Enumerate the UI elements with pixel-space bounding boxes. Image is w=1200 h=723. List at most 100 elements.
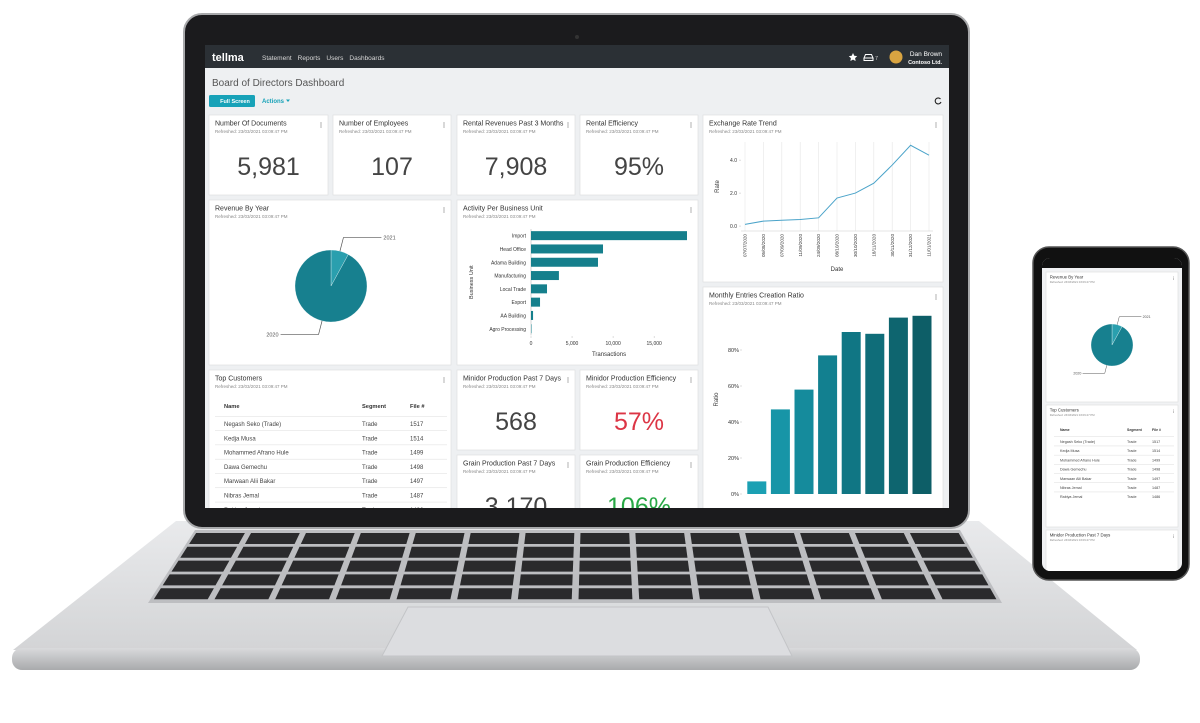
key[interactable] bbox=[635, 533, 686, 544]
key[interactable] bbox=[288, 560, 345, 572]
trackpad[interactable] bbox=[381, 606, 793, 657]
actions-button[interactable]: Actions bbox=[262, 99, 285, 105]
key[interactable] bbox=[400, 574, 456, 586]
menu-dot[interactable] bbox=[567, 379, 569, 381]
key[interactable] bbox=[751, 560, 806, 572]
key[interactable] bbox=[808, 560, 865, 572]
key[interactable] bbox=[300, 533, 355, 544]
key[interactable] bbox=[754, 574, 811, 586]
menu-dot[interactable] bbox=[690, 122, 692, 124]
menu-dot[interactable] bbox=[690, 377, 692, 379]
menu-dot[interactable] bbox=[690, 209, 692, 211]
menu-dot[interactable] bbox=[567, 381, 569, 383]
menu-item[interactable]: Reports bbox=[298, 55, 322, 62]
menu-dot[interactable] bbox=[567, 122, 569, 124]
menu-item[interactable]: Statement bbox=[262, 55, 292, 62]
key[interactable] bbox=[804, 546, 859, 558]
key[interactable] bbox=[937, 588, 997, 600]
menu-dot[interactable] bbox=[443, 207, 445, 209]
key[interactable] bbox=[916, 546, 973, 558]
key[interactable] bbox=[636, 560, 690, 572]
key[interactable] bbox=[757, 588, 815, 600]
key[interactable] bbox=[171, 560, 230, 572]
key[interactable] bbox=[457, 588, 513, 600]
menu-dot[interactable] bbox=[690, 462, 692, 464]
key[interactable] bbox=[229, 560, 287, 572]
inbox-icon[interactable] bbox=[863, 54, 874, 61]
key[interactable] bbox=[637, 574, 692, 586]
key[interactable] bbox=[930, 574, 989, 586]
key[interactable] bbox=[519, 574, 573, 586]
key[interactable] bbox=[638, 588, 694, 600]
menu-dot[interactable] bbox=[690, 381, 692, 383]
key[interactable] bbox=[162, 574, 222, 586]
menu-dot[interactable] bbox=[690, 126, 692, 128]
key[interactable] bbox=[275, 588, 334, 600]
key[interactable] bbox=[465, 546, 518, 558]
key[interactable] bbox=[748, 546, 802, 558]
menu-dot[interactable] bbox=[1173, 277, 1175, 279]
key[interactable] bbox=[189, 533, 245, 544]
key[interactable] bbox=[696, 574, 751, 586]
menu-dot[interactable] bbox=[690, 124, 692, 126]
key[interactable] bbox=[180, 546, 238, 558]
menu-dot[interactable] bbox=[567, 126, 569, 128]
key[interactable] bbox=[462, 560, 516, 572]
avatar[interactable] bbox=[889, 50, 903, 64]
key[interactable] bbox=[860, 546, 916, 558]
key[interactable] bbox=[244, 533, 300, 544]
key[interactable] bbox=[335, 588, 394, 600]
key[interactable] bbox=[522, 546, 574, 558]
key[interactable] bbox=[404, 560, 459, 572]
key[interactable] bbox=[341, 574, 398, 586]
menu-dot[interactable] bbox=[935, 294, 937, 296]
menu-dot[interactable] bbox=[935, 298, 937, 300]
menu-dot[interactable] bbox=[443, 211, 445, 213]
menu-dot[interactable] bbox=[690, 464, 692, 466]
menu-dot[interactable] bbox=[443, 381, 445, 383]
key[interactable] bbox=[579, 560, 632, 572]
menu-item[interactable]: Users bbox=[326, 55, 344, 62]
key[interactable] bbox=[745, 533, 798, 544]
menu-dot[interactable] bbox=[443, 126, 445, 128]
menu-dot[interactable] bbox=[443, 379, 445, 381]
menu-dot[interactable] bbox=[935, 122, 937, 124]
menu-dot[interactable] bbox=[320, 124, 322, 126]
key[interactable] bbox=[408, 546, 462, 558]
menu-dot[interactable] bbox=[1173, 537, 1175, 538]
key[interactable] bbox=[692, 546, 745, 558]
full-screen-label[interactable]: Full Screen bbox=[220, 99, 250, 105]
menu-dot[interactable] bbox=[690, 211, 692, 213]
menu-dot[interactable] bbox=[443, 209, 445, 211]
key[interactable] bbox=[579, 546, 631, 558]
key[interactable] bbox=[237, 546, 294, 558]
key[interactable] bbox=[866, 560, 923, 572]
key[interactable] bbox=[214, 588, 274, 600]
key[interactable] bbox=[468, 533, 520, 544]
menu-dot[interactable] bbox=[320, 122, 322, 124]
key[interactable] bbox=[877, 588, 936, 600]
key[interactable] bbox=[909, 533, 965, 544]
key[interactable] bbox=[517, 588, 573, 600]
menu-dot[interactable] bbox=[1173, 534, 1175, 536]
key[interactable] bbox=[578, 588, 633, 600]
menu-dot[interactable] bbox=[1173, 409, 1175, 411]
menu-dot[interactable] bbox=[443, 122, 445, 124]
menu-dot[interactable] bbox=[1173, 276, 1175, 278]
key[interactable] bbox=[281, 574, 339, 586]
key[interactable] bbox=[636, 546, 688, 558]
star-icon[interactable] bbox=[848, 53, 858, 62]
menu-dot[interactable] bbox=[320, 126, 322, 128]
key[interactable] bbox=[871, 574, 930, 586]
menu-dot[interactable] bbox=[443, 377, 445, 379]
menu-dot[interactable] bbox=[1173, 535, 1175, 537]
menu-dot[interactable] bbox=[690, 207, 692, 209]
menu-dot[interactable] bbox=[935, 126, 937, 128]
menu-dot[interactable] bbox=[1173, 410, 1175, 412]
key[interactable] bbox=[800, 533, 854, 544]
key[interactable] bbox=[580, 533, 630, 544]
key[interactable] bbox=[813, 574, 870, 586]
menu-dot[interactable] bbox=[567, 377, 569, 379]
key[interactable] bbox=[923, 560, 981, 572]
key[interactable] bbox=[412, 533, 465, 544]
